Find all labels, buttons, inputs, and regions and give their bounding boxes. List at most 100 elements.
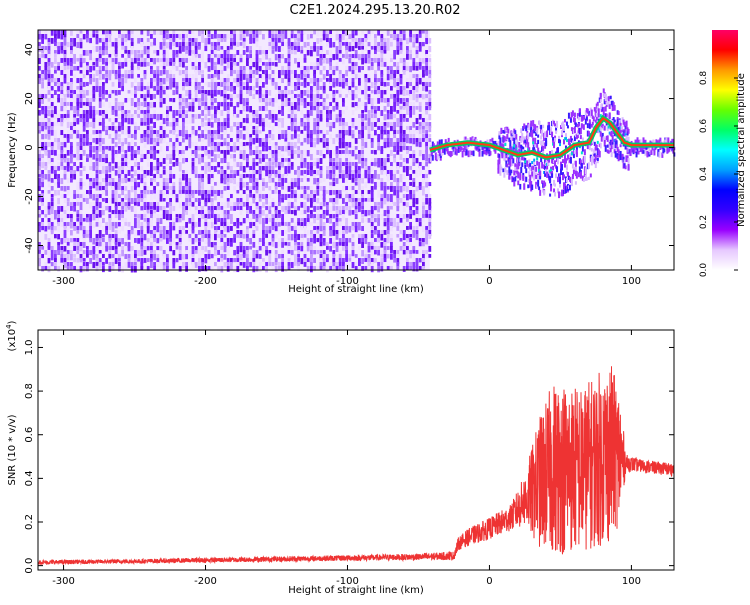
noise-cell (38, 122, 41, 127)
noise-cell (281, 206, 284, 212)
noise-cell (393, 258, 396, 263)
noise-cell (367, 66, 371, 71)
noise-cell (393, 178, 396, 183)
noise-cell (425, 102, 428, 106)
noise-cell (393, 142, 396, 148)
noise-cell (316, 130, 320, 135)
noise-cell (348, 206, 352, 211)
noise-cell (150, 154, 153, 159)
noise-cell (338, 106, 342, 112)
noise-cell (76, 222, 80, 227)
noise-cell (287, 70, 291, 75)
noise-cell (143, 142, 147, 148)
noise-cell (172, 42, 176, 47)
noise-cell (268, 202, 272, 207)
noise-cell (425, 30, 428, 35)
noise-cell (114, 194, 118, 199)
noise-cell (79, 146, 83, 152)
noise-cell (374, 114, 377, 121)
noise-cell (178, 114, 182, 118)
noise-cell (294, 190, 297, 196)
noise-cell (268, 38, 272, 44)
noise-cell (76, 246, 80, 252)
noise-cell (351, 246, 355, 250)
noise-cell (342, 82, 345, 89)
noise-cell (130, 90, 134, 96)
noise-cell (130, 246, 134, 251)
noise-cell (162, 50, 166, 56)
noise-cell (140, 94, 144, 99)
noise-cell (82, 70, 86, 74)
noise-cell (198, 214, 201, 220)
noise-cell (98, 146, 102, 152)
noise-cell (207, 234, 211, 239)
noise-cell (313, 66, 316, 71)
noise-cell (89, 114, 92, 119)
noise-cell (297, 246, 300, 252)
noise-cell (258, 150, 262, 157)
noise-cell (322, 98, 326, 104)
noise-cell (73, 94, 76, 101)
noise-cell (63, 254, 67, 259)
noise-cell (204, 38, 208, 44)
noise-cell (118, 34, 121, 41)
noise-cell (380, 34, 384, 40)
noise-cell (143, 234, 147, 241)
noise-cell (390, 246, 393, 252)
noise-cell (175, 126, 179, 133)
noise-cell (76, 202, 80, 206)
noise-cell (92, 162, 96, 169)
noise-cell (246, 130, 249, 136)
noise-cell (262, 102, 265, 106)
noise-cell (422, 190, 425, 196)
noise-cell (422, 214, 425, 219)
noise-cell (332, 42, 336, 48)
noise-cell (86, 138, 89, 144)
noise-cell (214, 250, 217, 256)
noise-cell (274, 38, 278, 43)
noise-cell (396, 150, 400, 155)
noise-cell (268, 62, 272, 66)
noise-cell (185, 114, 188, 119)
noise-cell (393, 62, 396, 67)
noise-cell (287, 106, 291, 113)
noise-cell (300, 154, 304, 159)
noise-cell (217, 126, 220, 131)
noise-cell (364, 238, 368, 245)
noise-cell (265, 182, 268, 188)
noise-cell (214, 146, 217, 152)
noise-cell (393, 190, 396, 196)
noise-cell (294, 254, 297, 259)
noise-cell (338, 230, 342, 236)
noise-cell (345, 146, 348, 152)
noise-cell (76, 58, 80, 62)
noise-cell (118, 106, 121, 111)
noise-cell (322, 250, 326, 255)
noise-cell (329, 154, 332, 159)
noise-cell (412, 138, 416, 145)
noise-cell (41, 98, 44, 104)
noise-cell (418, 62, 422, 68)
noise-cell (252, 194, 256, 200)
noise-cell (287, 142, 291, 148)
noise-cell (102, 158, 105, 164)
noise-cell (185, 50, 188, 56)
noise-cell (290, 146, 294, 151)
noise-cell (310, 242, 313, 247)
noise-cell (105, 190, 108, 196)
noise-cell (188, 58, 192, 62)
noise-cell (226, 114, 230, 119)
noise-cell (130, 138, 134, 145)
noise-cell (191, 254, 195, 258)
noise-cell (95, 258, 99, 264)
noise-cell (47, 182, 51, 188)
noise-cell (393, 78, 396, 85)
ridge-halo-cell (469, 137, 472, 144)
noise-cell (412, 262, 416, 268)
noise-cell (166, 142, 169, 149)
noise-cell (98, 250, 102, 254)
noise-cell (422, 250, 425, 256)
noise-cell (409, 110, 412, 115)
noise-cell (326, 42, 329, 47)
noise-cell (329, 226, 332, 231)
